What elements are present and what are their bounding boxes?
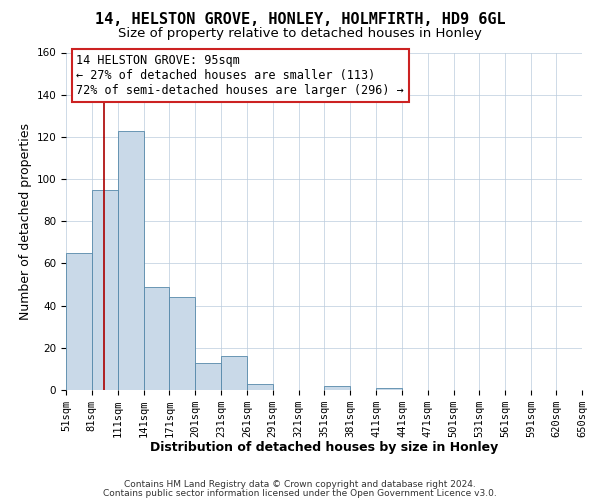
Bar — [325, 386, 350, 390]
Text: Contains public sector information licensed under the Open Government Licence v3: Contains public sector information licen… — [103, 488, 497, 498]
Bar — [118, 130, 143, 390]
Text: 14 HELSTON GROVE: 95sqm
← 27% of detached houses are smaller (113)
72% of semi-d: 14 HELSTON GROVE: 95sqm ← 27% of detache… — [76, 54, 404, 97]
Bar — [169, 297, 195, 390]
Bar — [247, 384, 273, 390]
Bar — [66, 253, 92, 390]
Bar — [143, 286, 169, 390]
Bar — [376, 388, 402, 390]
Text: Size of property relative to detached houses in Honley: Size of property relative to detached ho… — [118, 28, 482, 40]
Bar — [221, 356, 247, 390]
X-axis label: Distribution of detached houses by size in Honley: Distribution of detached houses by size … — [150, 442, 498, 454]
Bar — [195, 362, 221, 390]
Text: 14, HELSTON GROVE, HONLEY, HOLMFIRTH, HD9 6GL: 14, HELSTON GROVE, HONLEY, HOLMFIRTH, HD… — [95, 12, 505, 28]
Text: Contains HM Land Registry data © Crown copyright and database right 2024.: Contains HM Land Registry data © Crown c… — [124, 480, 476, 489]
Bar — [92, 190, 118, 390]
Y-axis label: Number of detached properties: Number of detached properties — [19, 122, 32, 320]
